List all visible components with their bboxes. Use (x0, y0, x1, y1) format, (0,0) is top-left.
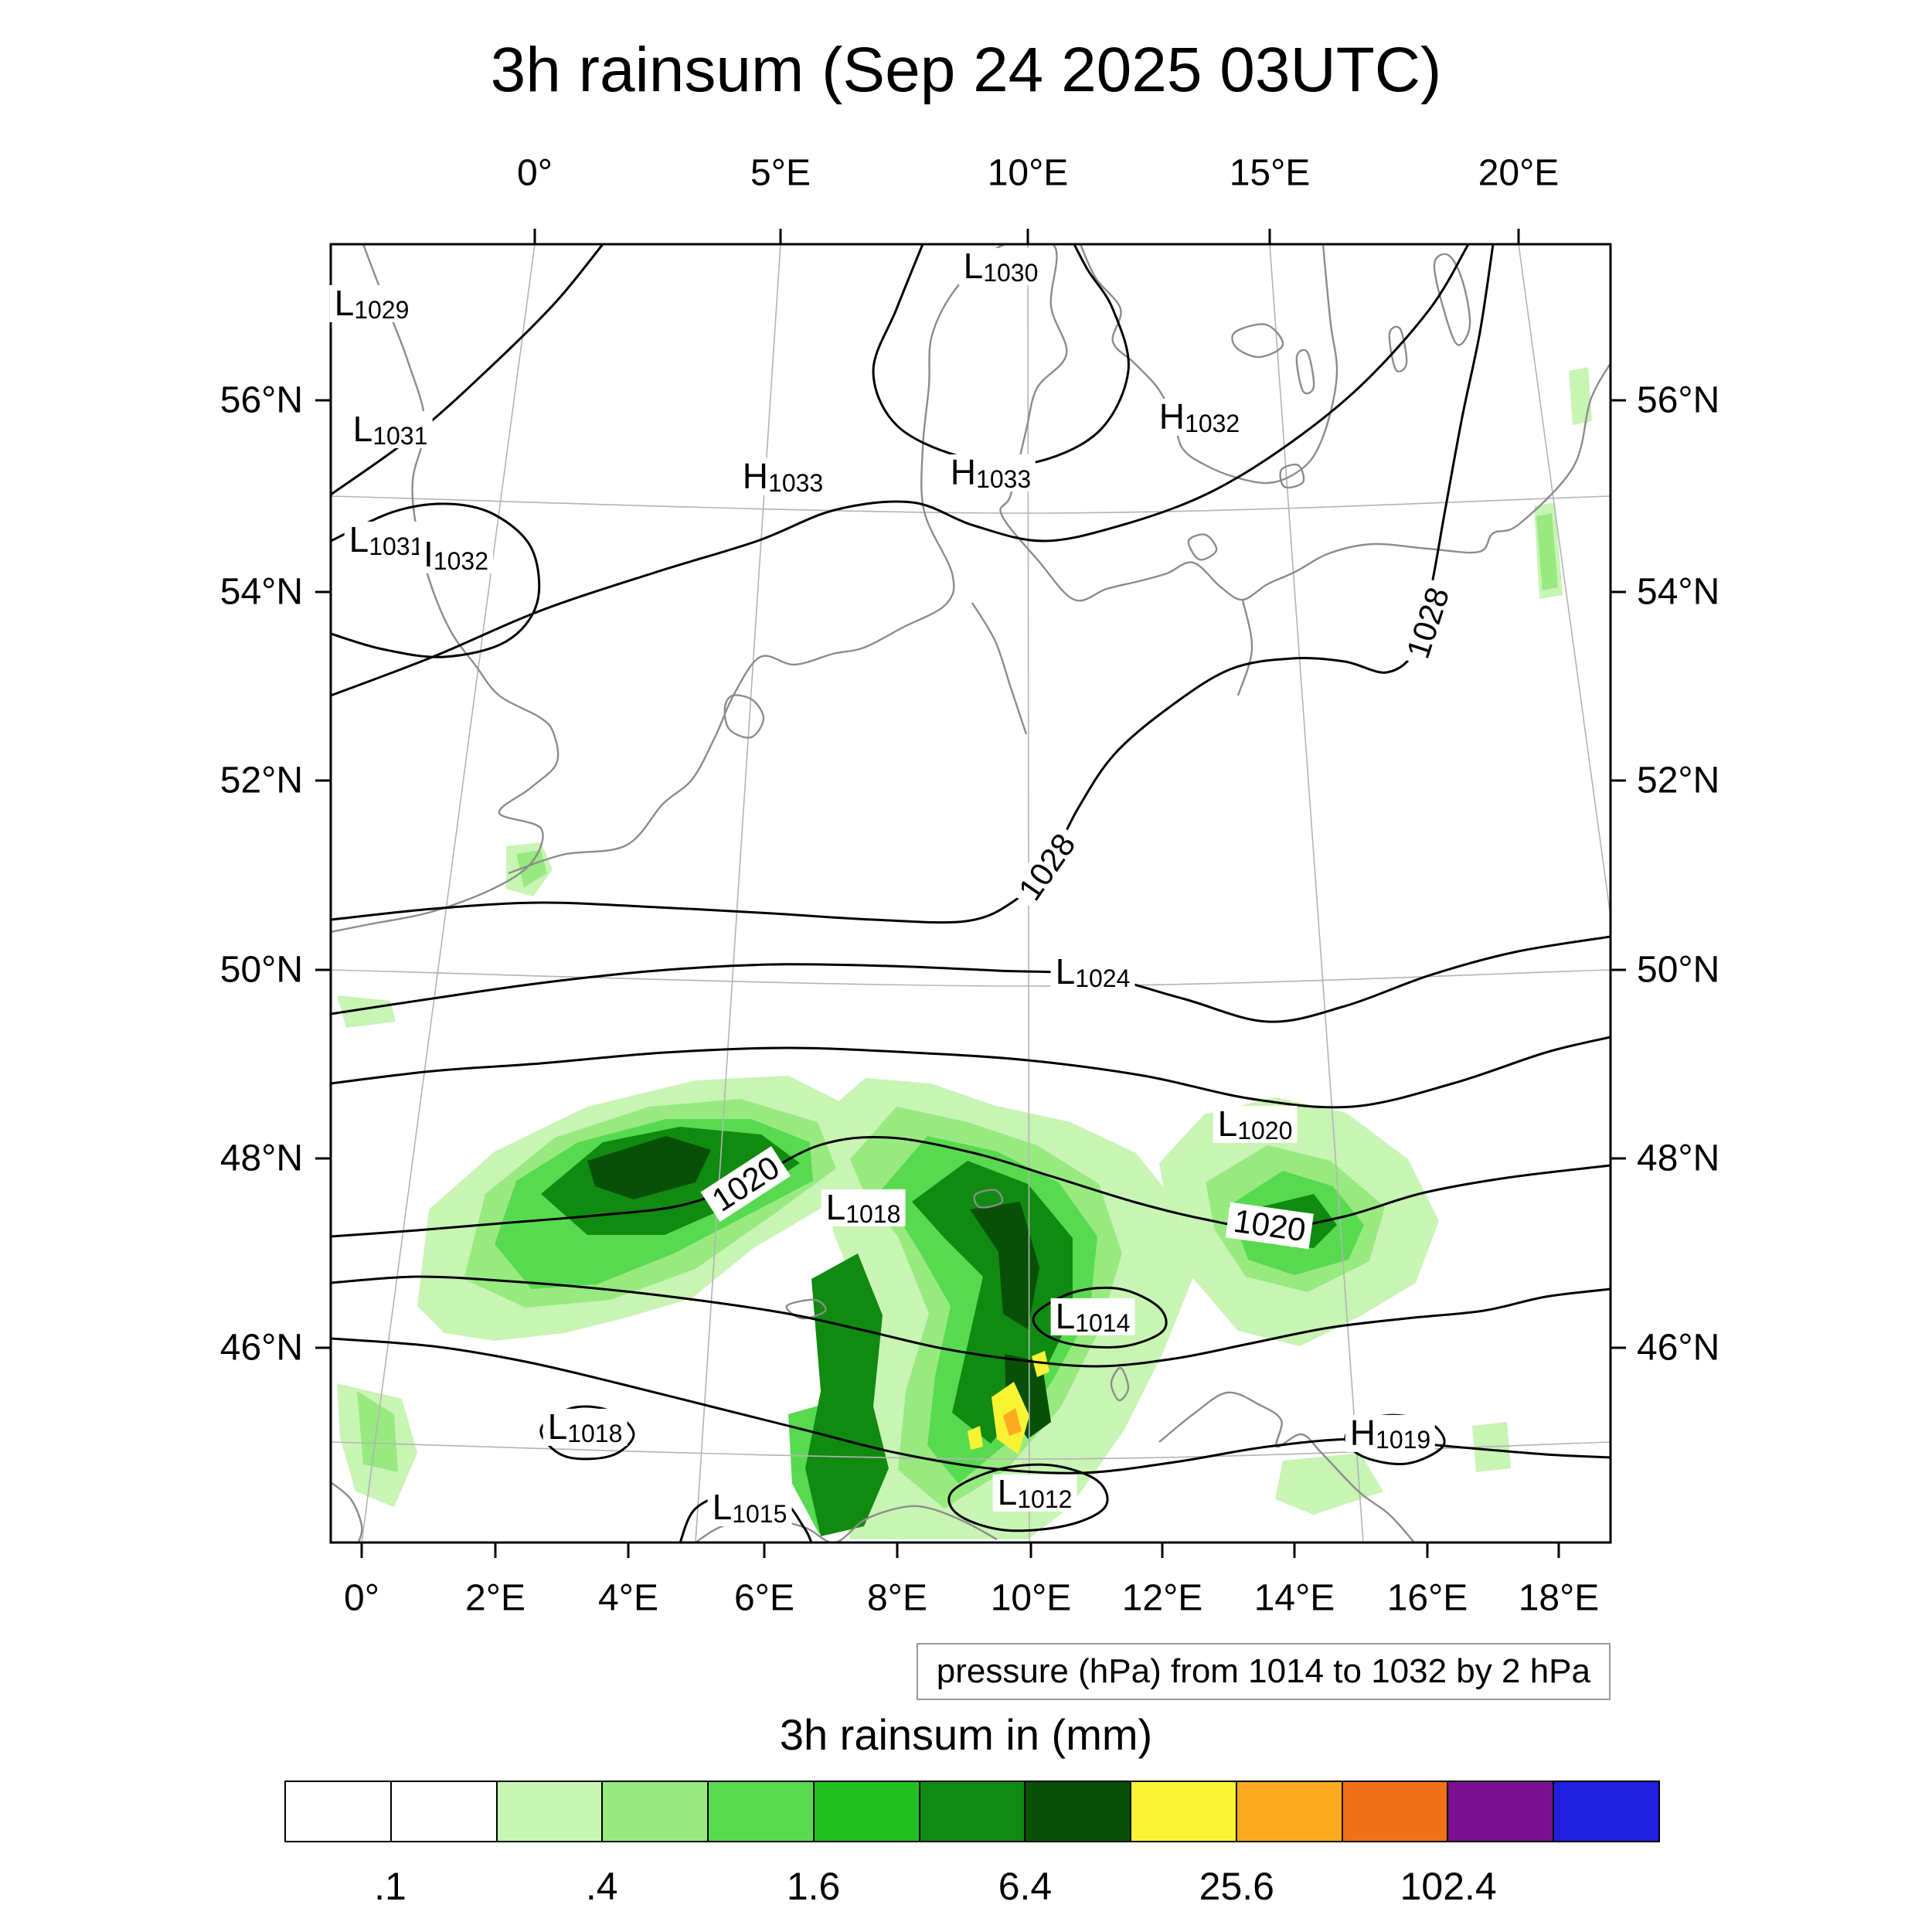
colorbar-cell (1235, 1782, 1342, 1841)
rain-area (1003, 1408, 1022, 1436)
pressure-contour (331, 1275, 1611, 1368)
colorbar-cell (601, 1782, 708, 1841)
rain-area (1275, 1453, 1383, 1515)
rain-area (970, 1202, 1039, 1329)
colorbar-title: 3h rainsum in (mm) (779, 1710, 1153, 1759)
pressure-contour (539, 1405, 635, 1461)
rain-area (1569, 367, 1592, 425)
pressure-contour (679, 1491, 813, 1543)
colorbar-cell (1130, 1782, 1236, 1841)
colorbar-tick-labels: .1 .4 1.6 6.4 25.6 102.4 (0, 1864, 1932, 1910)
colorbar-tick-label: .1 (374, 1865, 406, 1908)
graticule-line (331, 495, 1611, 514)
colorbar-cell (1341, 1782, 1447, 1841)
map-canvas (331, 244, 1611, 1543)
rain-area (337, 995, 396, 1028)
coastline (331, 244, 560, 934)
rain-area (587, 1136, 711, 1199)
colorbar-tick-label: .4 (585, 1865, 618, 1908)
colorbar-cell (495, 1782, 602, 1841)
rain-area (1536, 513, 1558, 590)
graticule-line (361, 244, 536, 1543)
pressure-caption: pressure (hPa) from 1014 to 1032 by 2 hP… (916, 1643, 1611, 1700)
map-frame (329, 243, 1612, 1544)
graticule-line (1269, 244, 1364, 1543)
coastline (1231, 323, 1284, 359)
pressure-contour (872, 244, 1130, 467)
colorbar-tick-label: 6.4 (998, 1865, 1053, 1908)
colorbar (284, 1781, 1660, 1842)
pressure-contour (331, 1135, 1611, 1238)
pressure-contour (331, 502, 541, 658)
coastline (1236, 599, 1253, 696)
coastline (1433, 253, 1471, 346)
colorbar-cell (812, 1782, 919, 1841)
rain-area (357, 1391, 398, 1472)
coastline (1388, 325, 1408, 372)
colorbar-cell (1447, 1782, 1553, 1841)
pressure-contour (331, 244, 604, 496)
colorbar-cell (707, 1782, 813, 1841)
pressure-contour (1032, 1286, 1168, 1349)
rain-area (968, 1426, 983, 1450)
rain-area (1032, 1351, 1049, 1377)
colorbar-tick-label: 25.6 (1199, 1865, 1274, 1908)
coastline (973, 1189, 1004, 1209)
coastline (971, 602, 1028, 735)
figure-title: 3h rainsum (Sep 24 2025 03UTC) (490, 35, 1442, 105)
colorbar-tick-label: 1.6 (786, 1865, 841, 1908)
graticule-line (695, 244, 781, 1543)
coastline (1295, 349, 1315, 395)
coastline (1187, 533, 1218, 561)
rain-area (516, 850, 547, 887)
colorbar-tick-label: 102.4 (1400, 1865, 1497, 1908)
pressure-contour (331, 244, 1470, 697)
graticule-line (331, 969, 1611, 987)
pressure-contour (331, 1036, 1611, 1109)
coastline (508, 244, 1611, 875)
pressure-contour (331, 935, 1611, 1023)
coastline (331, 1481, 363, 1543)
colorbar-cell (1024, 1782, 1131, 1841)
coastline (1279, 463, 1305, 489)
graticule-line (1518, 244, 1611, 921)
coastline (1079, 244, 1338, 485)
pressure-contour (947, 1463, 1109, 1532)
coastline (723, 694, 765, 739)
coastline (1110, 1366, 1130, 1402)
colorbar-cell (286, 1782, 390, 1841)
pressure-contour (331, 244, 1495, 924)
colorbar-cell (389, 1782, 496, 1841)
rain-area (805, 1253, 889, 1536)
colorbar-cell (918, 1782, 1025, 1841)
colorbar-cell (1553, 1782, 1658, 1841)
